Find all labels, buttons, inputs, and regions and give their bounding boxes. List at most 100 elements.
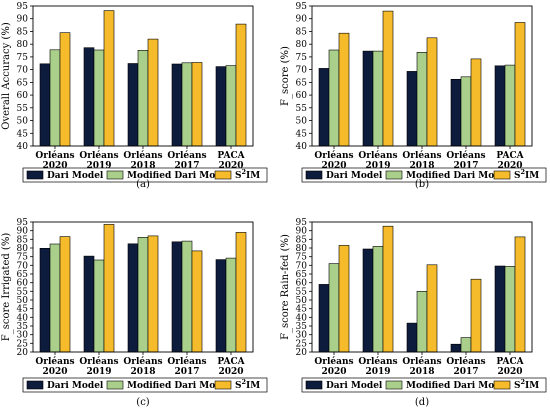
panel-label: (a) — [136, 179, 150, 190]
x-tick-label: Orléans — [358, 150, 397, 161]
chart-panel-1: Orléans2020Orléans2019Orléans2018Orléans… — [1, 2, 268, 190]
plot-frame — [311, 221, 533, 353]
y-tick-label: 40 — [17, 142, 29, 152]
y-tick-label: 75 — [296, 53, 308, 63]
panel-label: (c) — [136, 397, 150, 408]
bar-dari-model-1 — [39, 248, 51, 353]
y-tick-label: 90 — [17, 15, 29, 25]
legend-label: Modified Dari Model — [406, 381, 510, 391]
legend-swatch-1 — [305, 380, 323, 390]
bar-s-im-4 — [191, 62, 203, 147]
bar-modified-dari-model-5 — [225, 257, 237, 353]
x-tick-label: Orléans — [35, 356, 74, 367]
x-tick-label: Orléans — [314, 150, 353, 161]
y-tick-label: 60 — [296, 279, 308, 289]
bar-modified-dari-model-3 — [137, 49, 149, 147]
y-tick-label: 75 — [17, 253, 29, 263]
y-tick-label: 95 — [17, 218, 29, 228]
legend-swatch-3 — [214, 380, 232, 390]
legend-label: Dari Model — [326, 381, 383, 391]
x-tick-label: Orléans — [402, 150, 441, 161]
bar-modified-dari-model-1 — [328, 263, 340, 353]
y-tick-label: 50 — [296, 296, 308, 306]
bar-dari-model-3 — [127, 63, 139, 147]
x-tick-label: 2020 — [218, 161, 243, 171]
plot-frame — [311, 5, 533, 147]
y-tick-label: 80 — [17, 244, 29, 254]
y-tick-label: 65 — [296, 78, 308, 88]
bar-dari-model-2 — [362, 50, 374, 147]
x-tick-label: 2017 — [174, 367, 199, 377]
x-tick-label: PACA — [496, 151, 524, 161]
bar-modified-dari-model-3 — [416, 51, 428, 147]
bar-modified-dari-model-5 — [504, 64, 516, 147]
y-tick-label: 90 — [296, 15, 308, 25]
legend-label: Modified Dari Model — [127, 171, 231, 181]
legend-swatch-2 — [385, 380, 403, 390]
x-tick-label: PACA — [217, 151, 245, 161]
legend-label: Dari Model — [47, 381, 104, 391]
y-axis-label: F_score (%) — [280, 46, 293, 106]
x-tick-label: 2020 — [497, 367, 522, 377]
legend: Dari Model Modified Dari Model S2IM — [301, 377, 547, 393]
legend-swatch-2 — [106, 170, 124, 180]
x-tick-label: Orléans — [123, 150, 162, 161]
y-tick-label: 75 — [17, 53, 29, 63]
bar-dari-model-5 — [494, 65, 506, 147]
bar-modified-dari-model-1 — [328, 49, 340, 147]
y-tick-label: 40 — [296, 313, 308, 323]
y-tick-label: 60 — [17, 91, 29, 101]
panel-label: (d) — [415, 397, 429, 408]
legend-swatch-3 — [493, 380, 511, 390]
bar-dari-model-4 — [171, 63, 183, 147]
x-tick-label: 2020 — [321, 367, 346, 377]
y-tick-label: 90 — [17, 227, 29, 237]
y-tick-label: 25 — [17, 339, 29, 349]
bar-modified-dari-model-5 — [225, 65, 237, 147]
x-tick-label: Orléans — [446, 356, 485, 367]
bar-dari-model-2 — [83, 255, 95, 353]
bar-s-im-1 — [338, 32, 350, 147]
y-tick-label: 70 — [296, 66, 308, 76]
x-tick-label: 2019 — [86, 367, 111, 377]
bar-dari-model-4 — [171, 241, 183, 353]
x-tick-label: Orléans — [167, 356, 206, 367]
chart-panel-2: Orléans2020Orléans2019Orléans2018Orléans… — [280, 2, 547, 190]
bar-dari-model-1 — [318, 284, 330, 353]
y-axis-label: F_score Rain-fed (%) — [280, 234, 293, 340]
legend-label: Dari Model — [326, 171, 383, 181]
bar-dari-model-2 — [362, 248, 374, 353]
y-tick-label: 25 — [296, 339, 308, 349]
bar-s-im-2 — [103, 224, 115, 353]
y-tick-label: 55 — [296, 287, 308, 297]
bar-modified-dari-model-4 — [181, 240, 193, 353]
legend-label: S2IM — [514, 378, 539, 391]
y-tick-label: 50 — [17, 296, 29, 306]
x-tick-label: 2017 — [174, 161, 199, 171]
y-tick-label: 30 — [17, 331, 29, 341]
bar-s-im-5 — [514, 236, 526, 353]
bar-dari-model-2 — [83, 47, 95, 147]
y-tick-label: 85 — [17, 235, 29, 245]
bar-s-im-3 — [147, 235, 159, 353]
x-tick-label: PACA — [217, 357, 245, 367]
bar-s-im-1 — [59, 236, 71, 353]
x-tick-label: 2018 — [409, 161, 434, 171]
y-tick-label: 85 — [17, 28, 29, 38]
legend: Dari Model Modified Dari Model S2IM — [22, 167, 268, 183]
bar-s-im-5 — [514, 22, 526, 147]
legend-box — [22, 167, 268, 183]
x-tick-label: PACA — [496, 357, 524, 367]
bar-dari-model-5 — [215, 259, 227, 353]
bar-s-im-3 — [426, 37, 438, 147]
y-tick-label: 40 — [17, 313, 29, 323]
legend-box — [301, 377, 547, 393]
y-tick-label: 70 — [17, 261, 29, 271]
y-tick-label: 95 — [296, 218, 308, 228]
y-tick-label: 80 — [17, 40, 29, 50]
y-tick-label: 20 — [296, 348, 308, 358]
bar-modified-dari-model-4 — [460, 76, 472, 147]
y-tick-label: 50 — [17, 117, 29, 127]
y-tick-label: 95 — [296, 2, 308, 12]
